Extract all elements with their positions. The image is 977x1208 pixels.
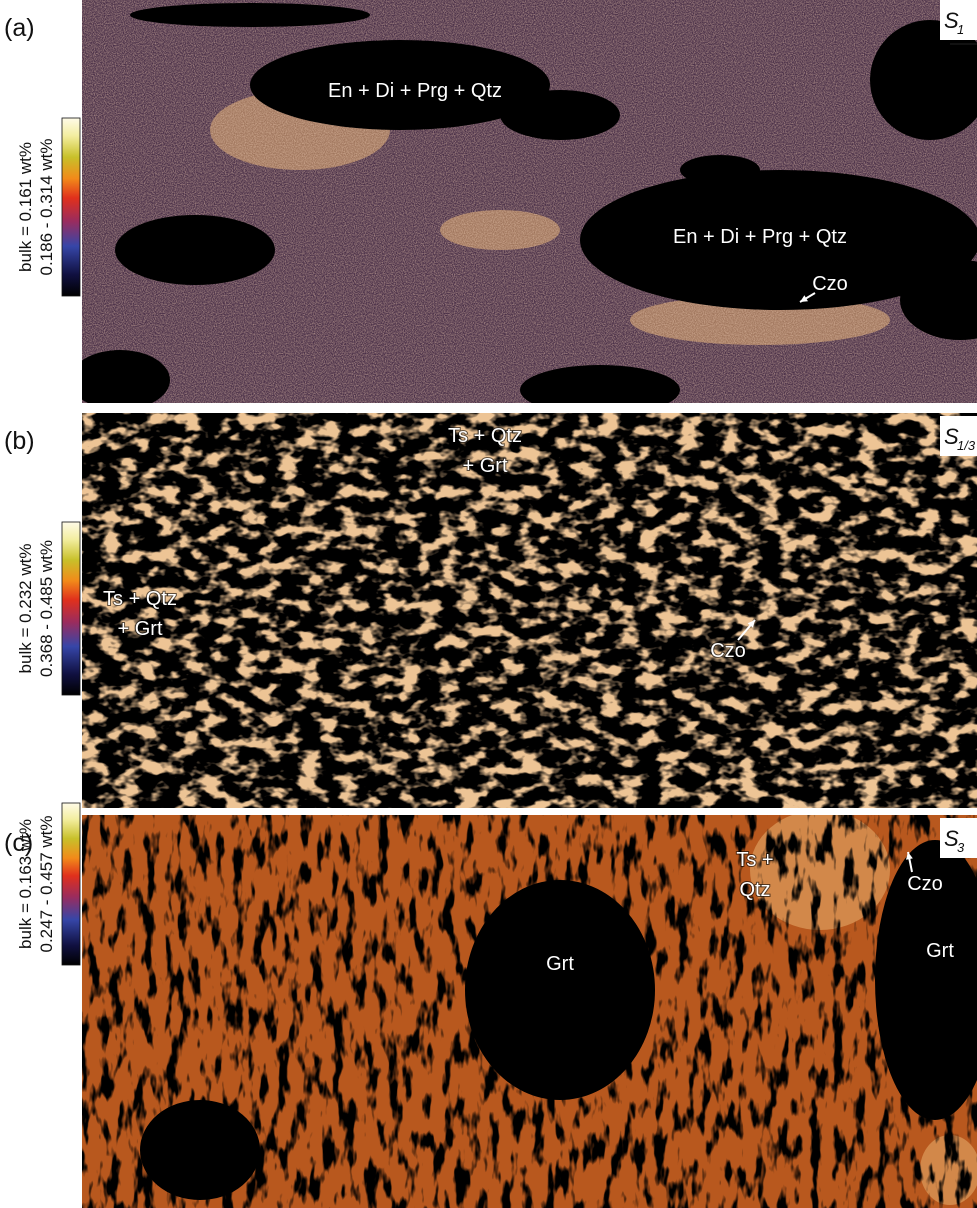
annotation: En + Di + Prg + Qtz [673, 226, 847, 248]
figure: (a)bulk = 0.161 wt%0.186 - 0.314 wt%S1En… [0, 0, 977, 1208]
dark-domain [680, 155, 760, 185]
micrograph-image [82, 413, 977, 808]
panel: (a)bulk = 0.161 wt%0.186 - 0.314 wt%S1En… [4, 0, 977, 415]
annotation: Qtz [739, 879, 770, 901]
annotation: Czo [710, 640, 746, 662]
panel: (c)bulk = 0.163 wt%0.247 - 0.457 wt%S3Ts… [4, 803, 977, 1208]
annotation: Czo [812, 273, 848, 295]
range-label: 0.368 - 0.485 wt% [37, 540, 56, 677]
colorbar [62, 522, 80, 695]
annotation: Ts + Qtz [448, 425, 522, 447]
panel-label: (a) [4, 14, 35, 42]
dark-domain [140, 1100, 260, 1200]
panel-label: (b) [4, 427, 35, 455]
dark-domain [465, 880, 655, 1100]
bulk-label: bulk = 0.161 wt% [16, 142, 35, 272]
colorbar [62, 118, 80, 296]
image-texture [82, 413, 977, 808]
sample-tag-sub: 1 [957, 22, 964, 37]
annotation: Czo [907, 873, 943, 895]
annotation: Ts + Qtz [103, 588, 177, 610]
dark-domain [500, 90, 620, 140]
colorbar [62, 803, 80, 965]
bulk-label: bulk = 0.163 wt% [16, 819, 35, 949]
bulk-label: bulk = 0.232 wt% [16, 544, 35, 674]
dark-domain [115, 215, 275, 285]
annotation: + Grt [462, 455, 507, 477]
annotation: Grt [926, 940, 954, 962]
dark-domain [70, 350, 170, 410]
dark-domain [130, 3, 370, 27]
sample-tag-sub: 3 [957, 840, 965, 855]
micrograph-image [82, 810, 977, 1208]
annotation: Ts + [736, 849, 773, 871]
panel: (b)bulk = 0.232 wt%0.368 - 0.485 wt%S1/3… [4, 413, 977, 808]
dark-domain [520, 365, 680, 415]
micrograph-image [70, 0, 977, 415]
annotation: + Grt [117, 618, 162, 640]
sample-tag-sub: 1/3 [957, 438, 976, 453]
range-label: 0.186 - 0.314 wt% [37, 138, 56, 275]
annotation: Grt [546, 953, 574, 975]
annotation: En + Di + Prg + Qtz [328, 80, 502, 102]
range-label: 0.247 - 0.457 wt% [37, 815, 56, 952]
